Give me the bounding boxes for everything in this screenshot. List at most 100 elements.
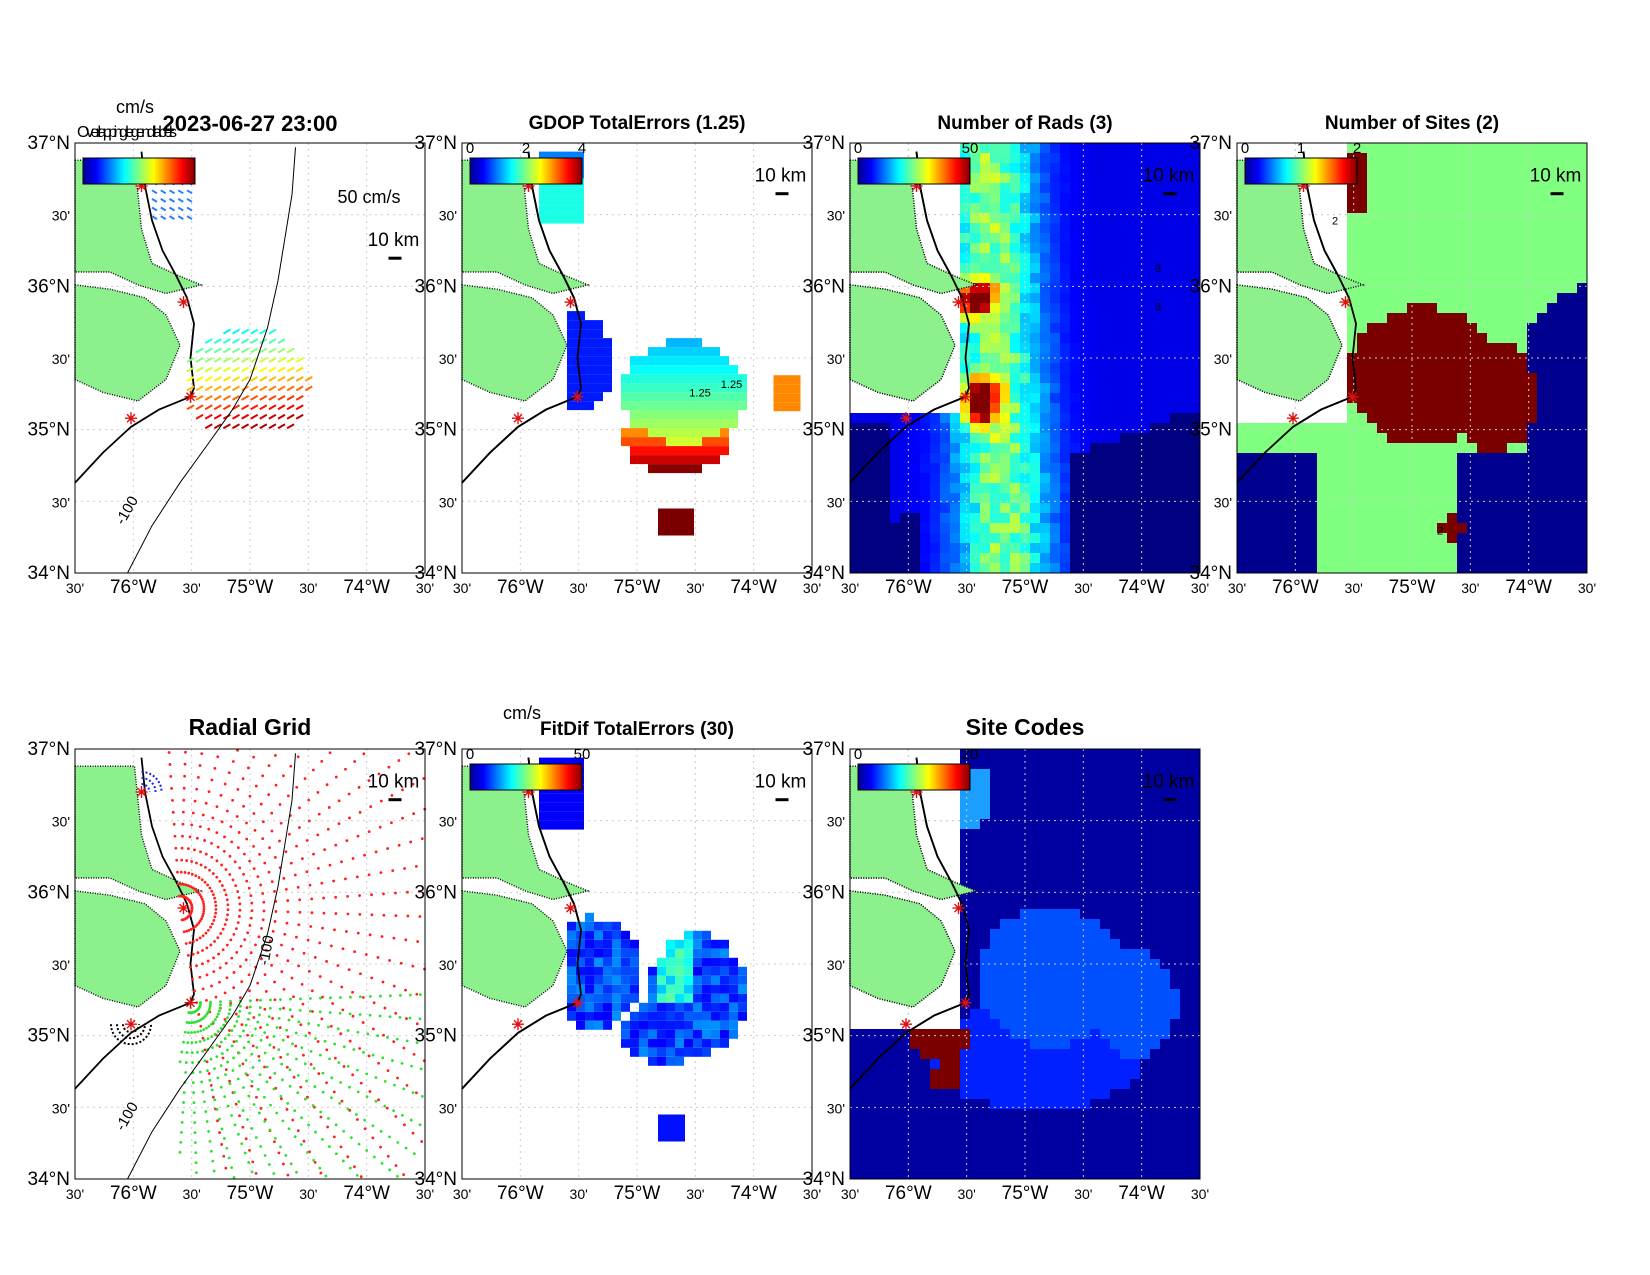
nrads-cell — [1080, 433, 1090, 443]
radial-grid-point — [268, 1076, 272, 1080]
sitecode-cell — [1150, 929, 1160, 939]
radial-grid-point — [244, 1023, 248, 1027]
nsites-cell — [1257, 513, 1267, 523]
nsites-cell — [1517, 493, 1527, 503]
nsites-cell — [1457, 153, 1467, 163]
nsites-cell — [1447, 513, 1457, 523]
radial-grid-point — [415, 1091, 418, 1095]
nsites-cell — [1547, 233, 1557, 243]
sitecode-cell — [1170, 979, 1180, 989]
nrads-cell — [1020, 363, 1030, 373]
nrads-cell — [1000, 493, 1010, 503]
nsites-cell — [1577, 453, 1587, 463]
nrads-cell — [1180, 463, 1190, 473]
sitecode-cell — [1060, 759, 1070, 769]
fitdif-cell — [711, 948, 720, 958]
radial-grid-point — [323, 1039, 327, 1043]
nsites-cell — [1547, 223, 1557, 233]
current-vector — [268, 347, 277, 354]
sitecode-cell — [1100, 979, 1110, 989]
nsites-cell — [1327, 553, 1337, 563]
nrads-cell — [1000, 293, 1010, 303]
nsites-cell — [1507, 463, 1517, 473]
nsites-cell — [1527, 523, 1537, 533]
gdop-cell — [548, 196, 557, 206]
radial-grid-point — [224, 1068, 228, 1071]
nsites-cell — [1547, 303, 1557, 313]
radial-grid-point — [194, 1040, 198, 1044]
nsites-cell — [1497, 213, 1507, 223]
nrads-cell — [1180, 393, 1190, 403]
radial-grid-point — [316, 790, 320, 794]
nsites-cell — [1497, 203, 1507, 213]
nrads-cell — [1160, 423, 1170, 433]
gdop-cell — [658, 526, 667, 536]
sitecode-cell — [1120, 849, 1130, 859]
sitecode-cell — [1030, 919, 1040, 929]
nsites-cell — [1377, 393, 1387, 403]
nsites-cell — [1397, 453, 1407, 463]
nsites-cell — [1367, 543, 1377, 553]
nsites-cell — [1367, 153, 1377, 163]
sitecode-cell — [1000, 769, 1010, 779]
nsites-cell — [1447, 423, 1457, 433]
radial-grid-point — [370, 893, 373, 897]
nrads-cell — [950, 543, 960, 553]
radial-grid-point — [386, 1154, 390, 1158]
sitecode-cell — [970, 849, 980, 859]
nrads-cell — [1070, 373, 1080, 383]
nrads-cell — [1160, 513, 1170, 523]
sitecode-cell — [1180, 879, 1190, 889]
fitdif-cell — [666, 1038, 675, 1048]
nrads-cell — [970, 143, 980, 153]
radar-site-marker — [1297, 180, 1310, 192]
nrads-cell — [1100, 253, 1110, 263]
fitdif-cell — [684, 930, 693, 940]
radial-grid-point — [179, 870, 183, 874]
nrads-cell — [870, 433, 880, 443]
nrads-cell — [960, 323, 970, 333]
nrads-cell — [1030, 353, 1040, 363]
nsites-cell — [1247, 543, 1257, 553]
radial-grid-point — [196, 1050, 199, 1054]
sitecode-cell — [1160, 959, 1170, 969]
nrads-cell — [1160, 183, 1170, 193]
nrads-cell — [960, 503, 970, 513]
nrads-cell — [1050, 313, 1060, 323]
nrads-cell — [1030, 293, 1040, 303]
fitdif-cell — [567, 1011, 576, 1021]
sitecode-cell — [1040, 989, 1050, 999]
nsites-cell — [1567, 323, 1577, 333]
radial-grid-point — [318, 1010, 322, 1014]
sitecode-cell — [1190, 809, 1200, 819]
nsites-cell — [1407, 473, 1417, 483]
nsites-cell — [1357, 203, 1367, 213]
nrads-cell — [1130, 253, 1140, 263]
sitecode-cell — [1140, 969, 1150, 979]
radial-grid-point — [379, 1129, 383, 1133]
sitecode-cell — [1190, 839, 1200, 849]
sitecode-cell — [1080, 839, 1090, 849]
nrads-cell — [1120, 223, 1130, 233]
nsites-cell — [1417, 333, 1427, 343]
radial-grid-point — [192, 1111, 196, 1115]
radial-grid-point — [224, 1166, 228, 1170]
nsites-cell — [1237, 543, 1247, 553]
sitecode-cell — [970, 819, 980, 829]
nsites-cell — [1457, 433, 1467, 443]
sitecode-cell — [1060, 849, 1070, 859]
radial-grid-point — [284, 1153, 288, 1157]
radial-grid-point — [328, 1011, 332, 1014]
nsites-cell — [1357, 313, 1367, 323]
sitecode-cell — [1140, 869, 1150, 879]
nsites-cell — [1487, 293, 1497, 303]
isobath-label: -100 — [256, 934, 278, 967]
sitecode-cell — [1110, 939, 1120, 949]
radial-grid-point — [390, 1059, 394, 1062]
nsites-cell — [1447, 543, 1457, 553]
fitdif-cell — [594, 984, 603, 994]
nsites-cell — [1557, 423, 1567, 433]
nsites-cell — [1397, 183, 1407, 193]
radial-grid-point — [238, 1004, 242, 1008]
nrads-cell — [880, 473, 890, 483]
